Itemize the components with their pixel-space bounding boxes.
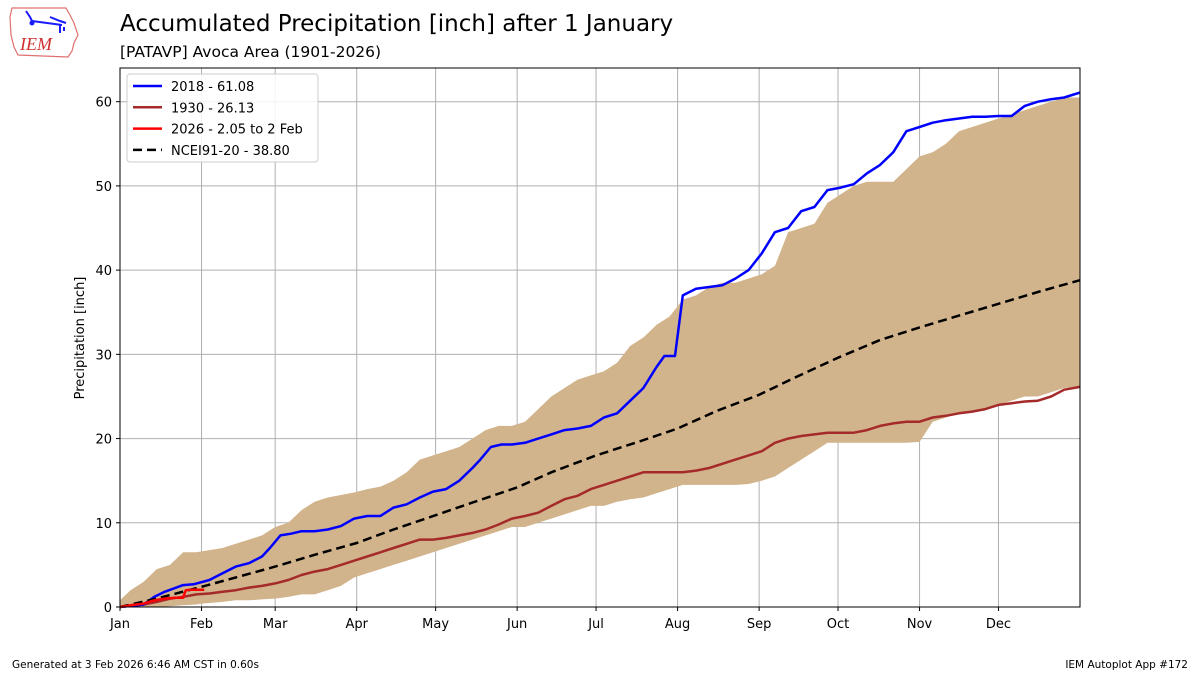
station-dot-icon [29, 20, 35, 26]
y-tick-label: 0 [104, 601, 112, 616]
x-tick-label: Jan [109, 617, 130, 632]
x-tick-label: Apr [345, 617, 368, 632]
x-tick-label: Sep [747, 617, 772, 632]
x-tick-label: Jun [506, 617, 527, 632]
x-tick-label: Jul [587, 617, 604, 632]
series-layer [119, 91, 1081, 609]
x-tick-label: Mar [263, 617, 288, 632]
y-axis: 0 10 20 30 40 50 60 [95, 96, 120, 616]
legend-label-ncei91-20: NCEI91-20 - 38.80 [171, 144, 290, 159]
x-tick-label: Feb [190, 617, 213, 632]
x-axis: Jan Feb Mar Apr May Jun Jul Aug Sep Oct Nov Dec [109, 607, 1011, 632]
range-band [120, 97, 1080, 607]
x-tick-label: May [422, 617, 449, 632]
series-line-ncei91-20 [119, 278, 1081, 609]
legend-label-1930: 1930 - 26.13 [171, 101, 254, 116]
legend-label-2026: 2026 - 2.05 to 2 Feb [171, 123, 303, 138]
legend-label-2018: 2018 - 61.08 [171, 80, 254, 95]
chart-subtitle: [PATAVP] Avoca Area (1901-2026) [120, 43, 382, 61]
iem-logo: IEM [9, 7, 79, 58]
iowa-outline-icon [9, 7, 79, 58]
series-line-2026 [119, 588, 205, 609]
y-tick-label: 20 [95, 433, 112, 448]
generated-timestamp: Generated at 3 Feb 2026 6:46 AM CST in 0… [12, 659, 259, 671]
app-label: IEM Autoplot App #172 [1065, 659, 1188, 671]
y-tick-label: 40 [95, 264, 112, 279]
y-tick-label: 50 [95, 180, 112, 195]
y-tick-label: 60 [95, 96, 112, 111]
weather-station-icon [25, 10, 67, 33]
x-tick-label: Dec [986, 617, 1011, 632]
x-tick-label: Aug [665, 617, 690, 632]
series-line-1930 [119, 385, 1081, 609]
x-tick-label: Nov [907, 617, 933, 632]
series-line-2018 [119, 91, 1081, 609]
y-tick-label: 10 [95, 517, 112, 532]
x-tick-label: Oct [827, 617, 849, 632]
plot-frame [119, 67, 1081, 608]
chart-title: Accumulated Precipitation [inch] after 1… [120, 11, 674, 37]
legend-box [126, 73, 319, 163]
y-tick-label: 30 [95, 348, 112, 363]
y-axis-label: Precipitation [inch] [73, 277, 88, 400]
legend: 2018 - 61.08 1930 - 26.13 2026 - 2.05 to 2… [126, 73, 319, 163]
logo-text: IEM [19, 34, 53, 54]
